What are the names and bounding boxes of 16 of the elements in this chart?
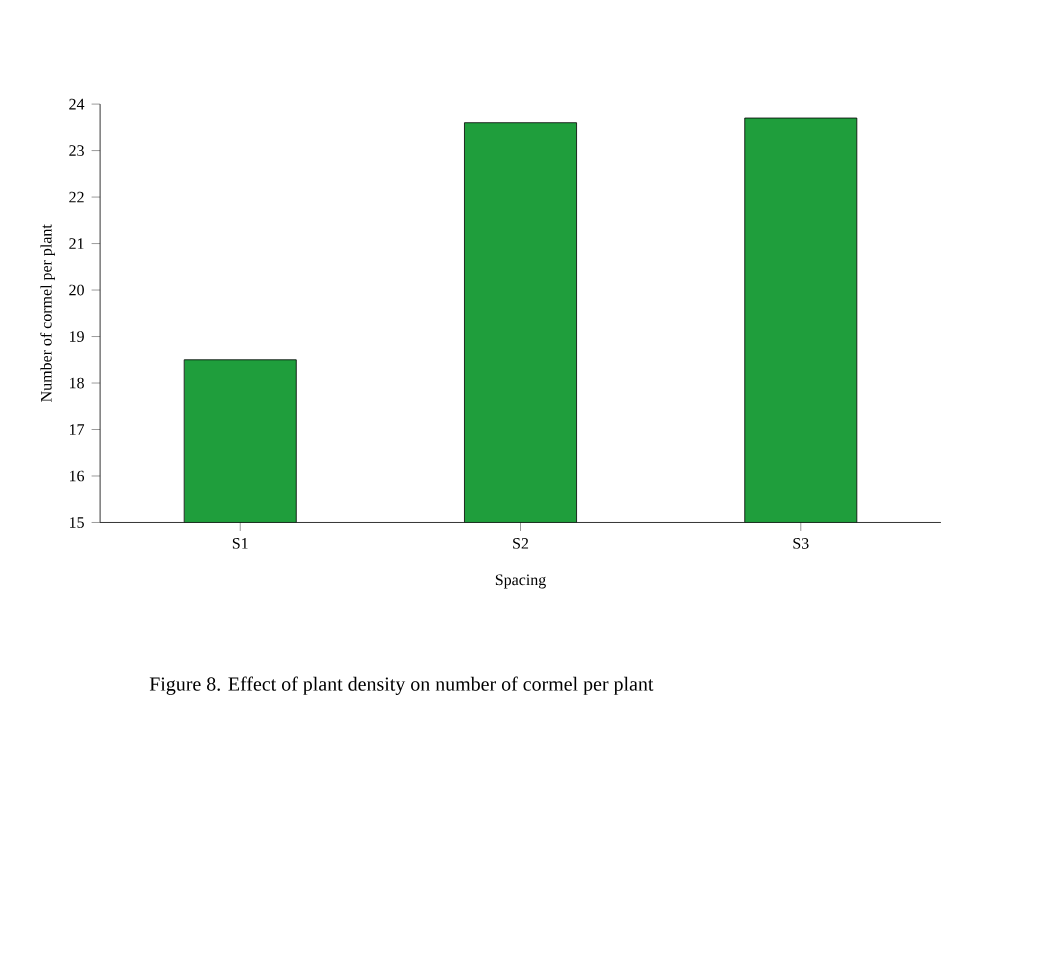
y-tick-label: 19 bbox=[69, 331, 84, 342]
y-tick-label: 23 bbox=[69, 145, 84, 156]
y-tick-label: 15 bbox=[69, 517, 84, 528]
x-tick-label: S2 bbox=[513, 538, 529, 549]
y-tick-label: 24 bbox=[69, 98, 85, 110]
x-tick-label: S3 bbox=[793, 538, 809, 549]
y-tick-label: 22 bbox=[69, 191, 84, 203]
text: Figure 8. Effect of plant density on number of cormel per plant bbox=[149, 676, 654, 695]
y-tick-label: 21 bbox=[69, 238, 84, 249]
y-axis-title: Number of cormel per plant bbox=[40, 224, 55, 402]
y-tick-label: 17 bbox=[69, 424, 85, 435]
y-tick-label: 20 bbox=[69, 284, 84, 296]
y-tick-label: 18 bbox=[69, 377, 84, 389]
x-tick-label: S1 bbox=[232, 538, 248, 549]
y-tick-label: 16 bbox=[69, 470, 85, 482]
x-axis-title: Spacing bbox=[495, 574, 546, 589]
